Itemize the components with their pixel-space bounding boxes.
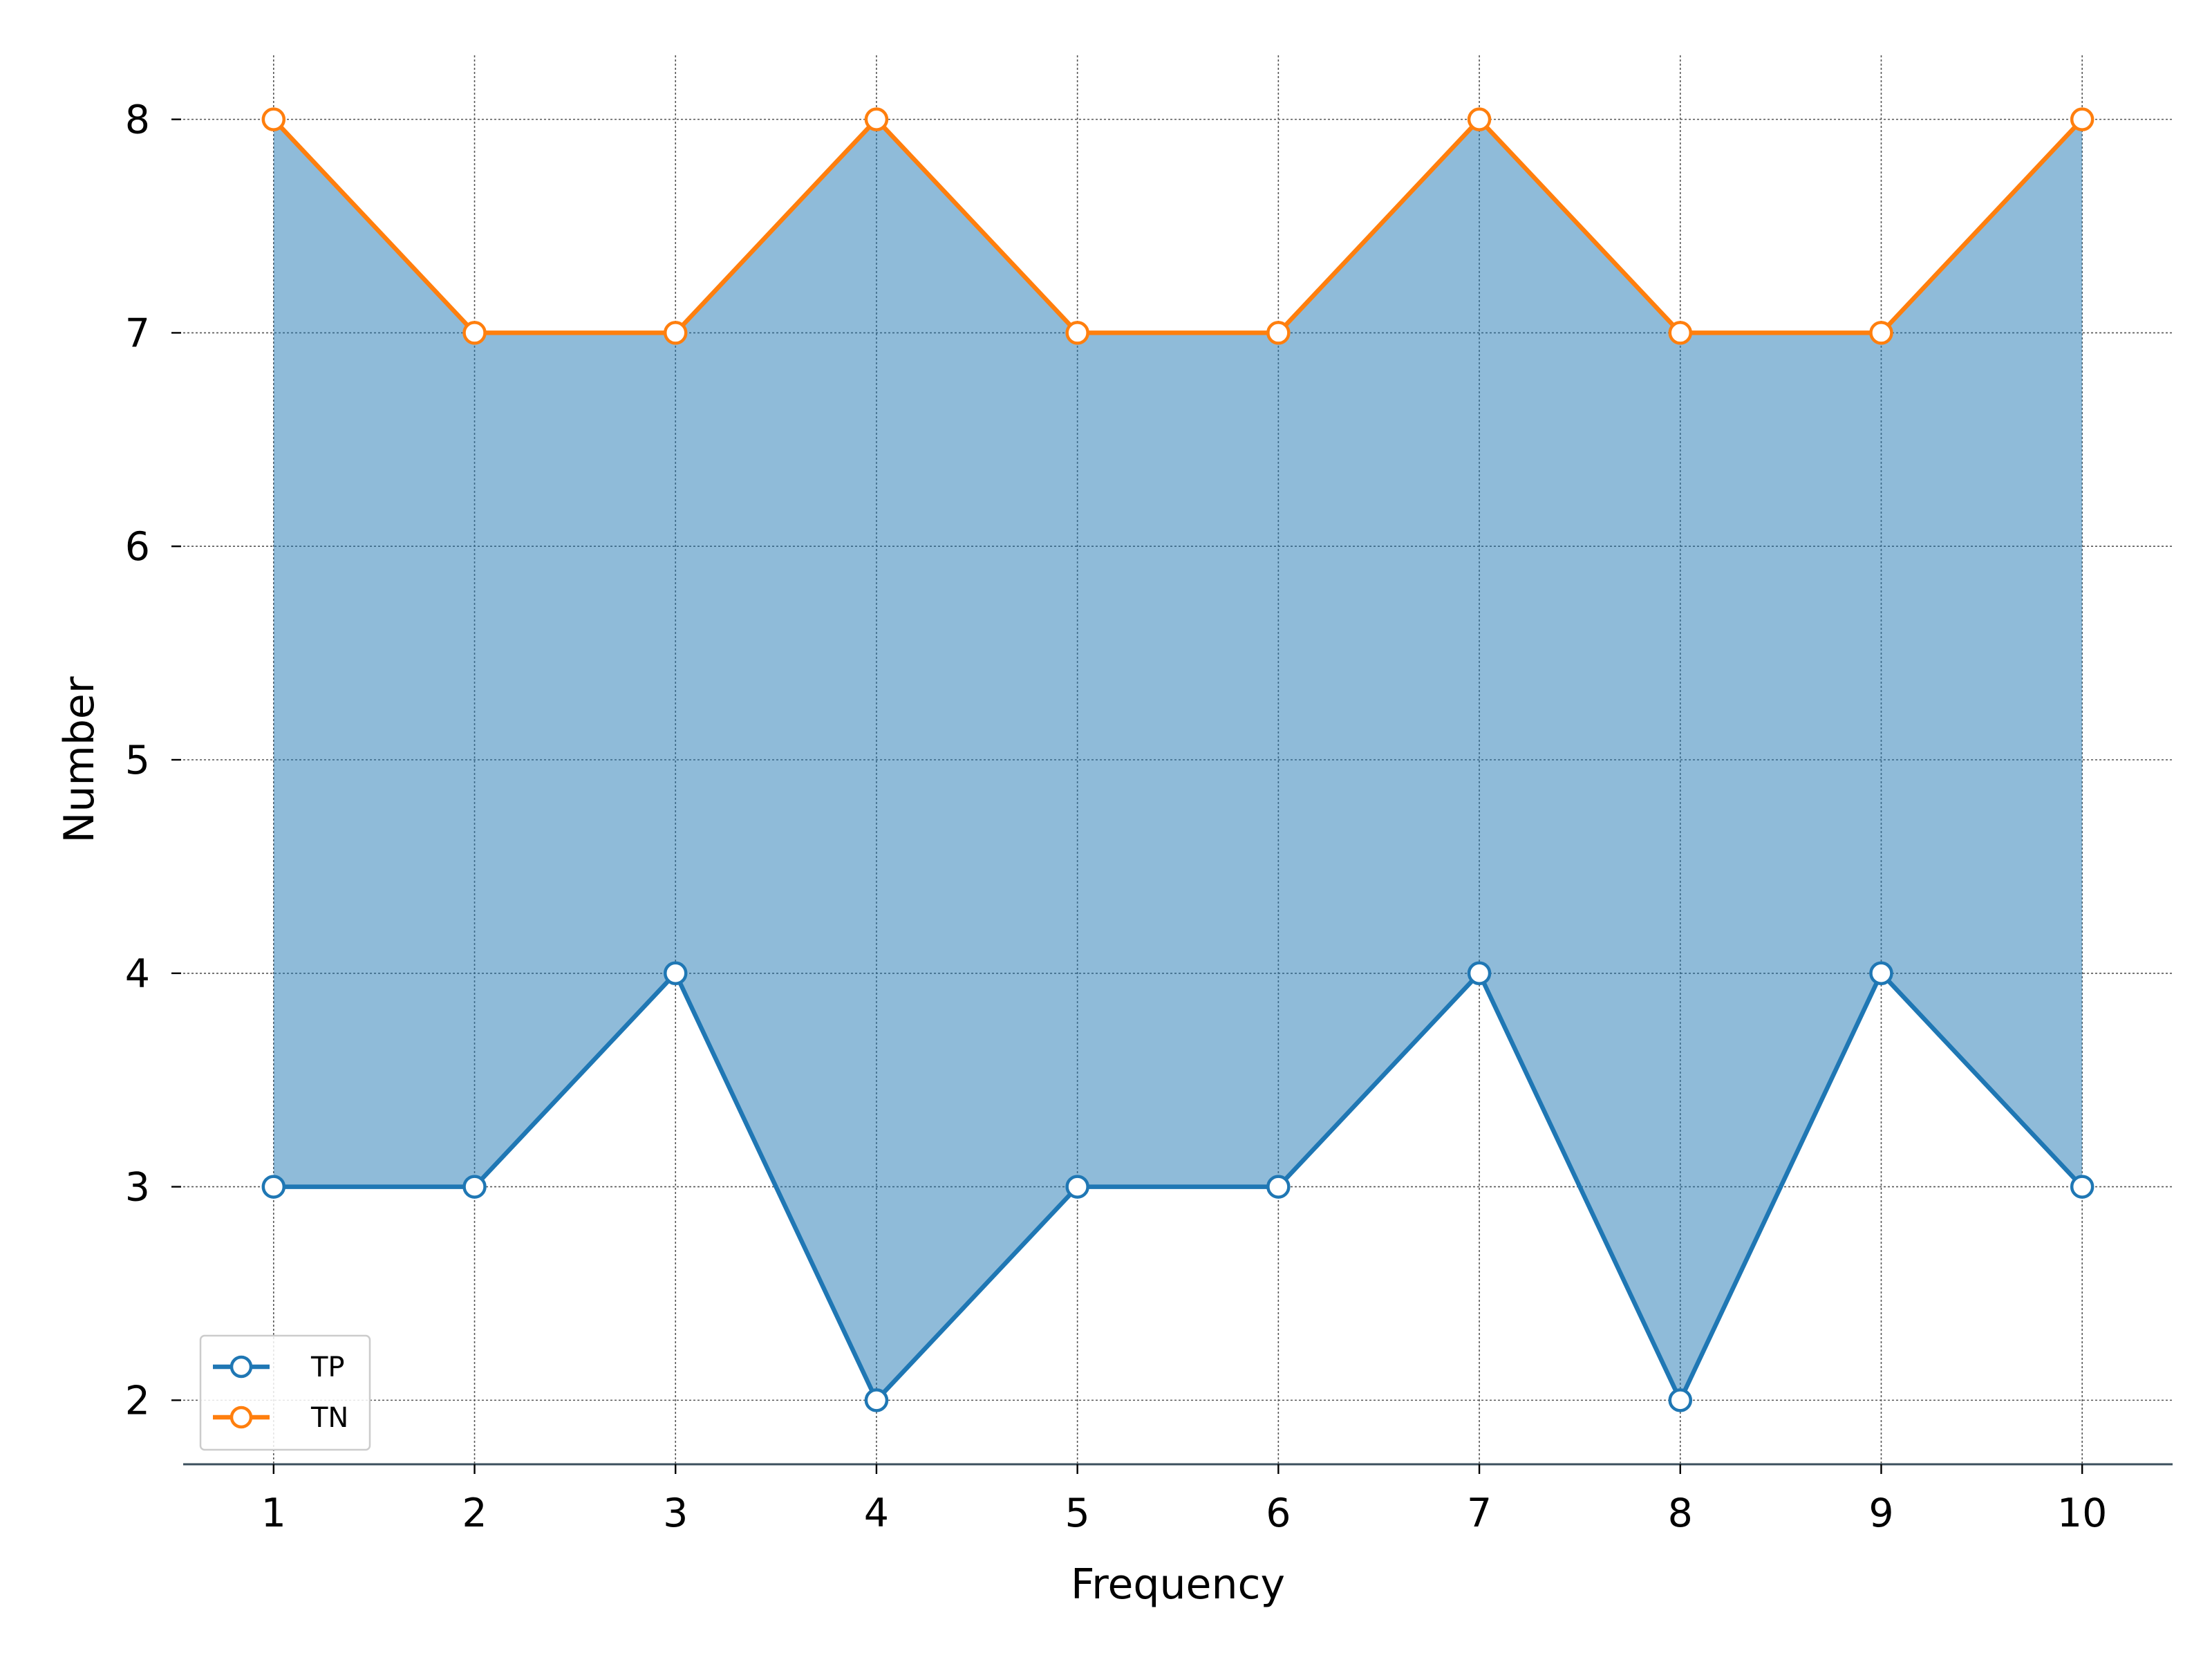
x-tick-label: 2	[462, 1491, 487, 1536]
data-point-tp	[864, 1388, 889, 1412]
legend: TP TN	[199, 1334, 371, 1451]
x-tick-label: 10	[2057, 1491, 2108, 1536]
data-point-tn	[864, 107, 889, 131]
x-tick-label: 1	[261, 1491, 286, 1536]
data-point-tn	[1467, 107, 1492, 131]
data-point-tp	[261, 1175, 286, 1199]
data-point-tn	[2070, 107, 2094, 131]
data-point-tn	[1266, 321, 1291, 345]
x-tick-label: 6	[1266, 1491, 1291, 1536]
x-tick-label: 4	[864, 1491, 889, 1536]
data-point-tn	[462, 321, 487, 345]
series-line-tp	[273, 971, 2084, 1403]
data-point-tp	[1065, 1175, 1089, 1199]
y-tick-label: 8	[125, 97, 150, 143]
data-point-tp	[1668, 1388, 1693, 1412]
axes: 1 2 3 4 5 6 7 8 9 10 2 3 4 5 6 7 8	[125, 97, 2173, 1536]
x-axis-label: Frequency	[1071, 1560, 1285, 1609]
series	[261, 107, 2094, 1412]
x-tick-label: 9	[1868, 1491, 1893, 1536]
y-tick-label: 7	[125, 310, 150, 356]
y-axis-label: Number	[55, 676, 104, 843]
data-point-tp	[2070, 1175, 2094, 1199]
y-tick-label: 5	[125, 738, 150, 783]
data-point-tp	[1467, 961, 1492, 986]
data-point-tn	[1869, 321, 1893, 345]
fill-area	[273, 119, 2083, 1401]
y-tick-label: 3	[125, 1165, 150, 1211]
data-point-tp	[462, 1175, 487, 1199]
y-tick-label: 2	[125, 1378, 150, 1423]
x-tick-label: 3	[663, 1491, 688, 1536]
data-point-tp	[1266, 1175, 1291, 1199]
legend-label-tp: TP	[310, 1352, 345, 1383]
x-tick-label: 7	[1467, 1491, 1492, 1536]
data-point-tn	[663, 321, 688, 345]
data-point-tp	[1869, 961, 1893, 986]
x-tick-label: 8	[1668, 1491, 1693, 1536]
fill-between-area	[273, 119, 2083, 1401]
data-point-tn	[1668, 321, 1693, 345]
legend-marker-tn	[229, 1406, 253, 1429]
data-point-tn	[261, 107, 286, 131]
legend-marker-tp	[229, 1355, 253, 1379]
series-line-tn	[272, 117, 2084, 335]
y-tick-label: 4	[125, 951, 150, 997]
x-tick-label: 5	[1065, 1491, 1090, 1536]
data-point-tn	[1065, 321, 1089, 345]
y-tick-label: 6	[125, 524, 150, 570]
data-point-tp	[663, 961, 688, 986]
legend-label-tn: TN	[310, 1402, 348, 1434]
